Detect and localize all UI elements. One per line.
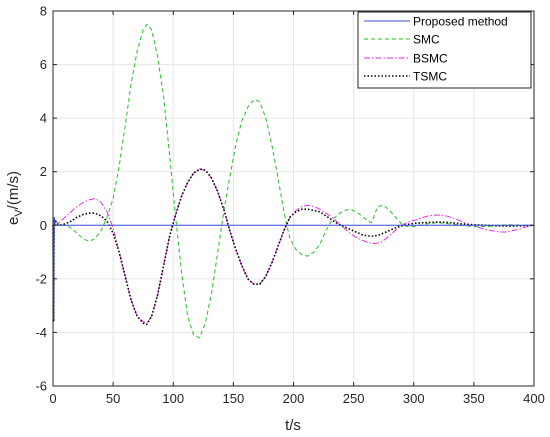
y-axis-label-unit: /(m/s) (5, 171, 22, 209)
x-tick-label: 0 (49, 391, 56, 406)
x-tick-label: 350 (463, 391, 485, 406)
x-tick-labels: 0 50 100 150 200 250 300 350 400 (49, 391, 544, 406)
series-line-bsmc (52, 168, 535, 324)
x-tick-label: 50 (106, 391, 120, 406)
x-tick-label: 150 (223, 391, 245, 406)
x-tick-label: 300 (403, 391, 425, 406)
legend-label-proposed-method: Proposed method (413, 15, 508, 29)
y-tick-label: 4 (40, 111, 47, 126)
legend-label-tsmc: TSMC (413, 70, 447, 84)
y-tick-label: 6 (40, 57, 47, 72)
y-tick-label: 8 (40, 4, 47, 19)
x-tick-label: 250 (343, 391, 365, 406)
x-tick-label: 400 (523, 391, 545, 406)
y-tick-label: -4 (35, 325, 47, 340)
y-tick-label: 2 (40, 164, 47, 179)
legend: Proposed method SMC BSMC TSMC (357, 11, 532, 89)
legend-label-smc: SMC (413, 33, 440, 47)
legend-box (357, 11, 532, 89)
series-line-smc (52, 23, 534, 339)
x-tick-label: 100 (162, 391, 184, 406)
y-axis-label-subscript: V (13, 209, 25, 217)
x-axis-label: t/s (285, 417, 301, 434)
y-tick-label: -2 (35, 271, 47, 286)
y-tick-labels: -6 -4 -2 0 2 4 6 8 (35, 4, 47, 394)
y-axis-label: eV/(m/s) (5, 171, 25, 225)
x-tick-label: 200 (283, 391, 305, 406)
y-axis-label-main: e (5, 217, 22, 225)
legend-label-bsmc: BSMC (413, 52, 448, 66)
y-tick-label: 0 (40, 218, 47, 233)
y-tick-label: -6 (35, 379, 47, 394)
series-line-tsmc (52, 168, 535, 326)
